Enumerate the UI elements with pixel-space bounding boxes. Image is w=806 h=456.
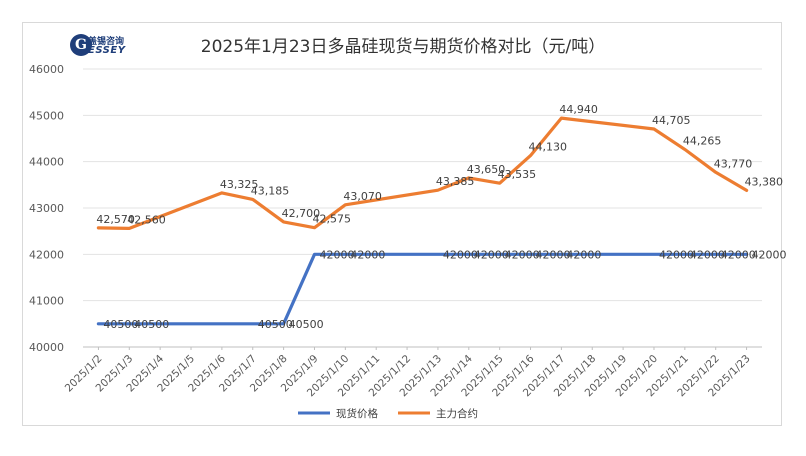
data-label: 43,070 [343, 190, 382, 203]
data-label: 42,575 [312, 213, 351, 226]
chart-frame [22, 22, 782, 426]
data-label: 42000 [505, 248, 540, 261]
data-label: 40500 [134, 318, 169, 331]
logo-initial: G [70, 34, 92, 56]
data-label: 42,570 [96, 213, 135, 226]
y-tick-label: 40000 [29, 341, 64, 354]
y-tick-label: 46000 [29, 63, 64, 76]
y-tick-label: 41000 [29, 295, 64, 308]
data-label: 43,385 [436, 175, 475, 188]
data-label: 40500 [289, 318, 324, 331]
series-line-1 [96, 252, 749, 326]
data-label: 42000 [350, 248, 385, 261]
data-label: 42000 [690, 248, 725, 261]
y-tick-label: 42000 [29, 248, 64, 261]
data-label: 44,705 [652, 114, 691, 127]
data-label: 42000 [536, 248, 571, 261]
data-label: 42000 [659, 248, 694, 261]
data-label: 44,130 [529, 141, 568, 154]
data-label: 43,185 [251, 184, 290, 197]
legend-label-1: 现货价格 [336, 407, 378, 420]
data-label: 43,770 [714, 157, 753, 170]
data-label: 42000 [721, 248, 756, 261]
data-label: 44,940 [559, 103, 598, 116]
data-label: 42000 [752, 248, 787, 261]
data-label: 43,535 [498, 168, 536, 181]
y-tick-label: 45000 [29, 109, 64, 122]
y-tick-label: 43000 [29, 202, 64, 215]
data-label: 40500 [103, 318, 138, 331]
series-line-2 [96, 116, 749, 230]
data-label: 40500 [258, 318, 293, 331]
data-label: 42,700 [282, 207, 321, 220]
data-label: 43,380 [745, 175, 784, 188]
data-label: 43,650 [467, 163, 506, 176]
data-label: 42000 [443, 248, 478, 261]
data-label: 42,560 [127, 213, 166, 226]
logo-english-name: ESSEY [88, 45, 126, 56]
y-tick-label: 44000 [29, 156, 64, 169]
chart-title: 2025年1月23日多晶硅现货与期货价格对比（元/吨） [200, 37, 606, 57]
logo-chinese-name: 盖锡咨询 [88, 37, 125, 47]
data-label: 42000 [474, 248, 509, 261]
data-label: 44,265 [683, 134, 722, 147]
data-label: 42000 [319, 248, 354, 261]
legend-label-2: 主力合约 [436, 407, 478, 420]
gessey-logo: G 盖锡咨询 ESSEY [70, 34, 132, 58]
data-label: 42000 [566, 248, 601, 261]
data-label: 43,325 [220, 178, 258, 191]
